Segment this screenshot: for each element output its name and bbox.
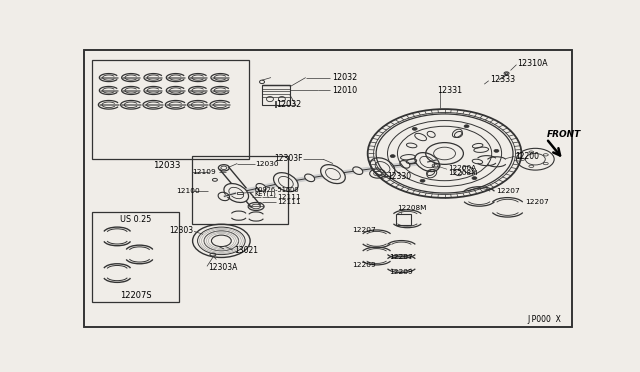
Text: 12010: 12010 — [332, 86, 357, 95]
Text: 12303F: 12303F — [274, 154, 302, 163]
Ellipse shape — [415, 153, 440, 171]
Text: J P000  X: J P000 X — [527, 315, 561, 324]
Text: 12030: 12030 — [255, 160, 279, 167]
Text: 12333: 12333 — [490, 75, 515, 84]
Text: 12111: 12111 — [277, 194, 301, 200]
Ellipse shape — [321, 165, 345, 183]
Circle shape — [472, 177, 477, 180]
Text: 12330: 12330 — [388, 172, 412, 181]
Circle shape — [390, 155, 395, 157]
Bar — [92, 60, 249, 159]
Ellipse shape — [305, 174, 315, 182]
Text: 13021: 13021 — [234, 246, 258, 255]
Text: 12208M: 12208M — [448, 170, 477, 176]
Text: 12207: 12207 — [497, 188, 520, 194]
Text: 12208M: 12208M — [397, 205, 427, 211]
Ellipse shape — [400, 161, 410, 168]
Bar — [92, 212, 179, 302]
Text: 12032: 12032 — [332, 73, 357, 82]
Text: 12303A: 12303A — [208, 263, 237, 272]
Text: 12303: 12303 — [169, 226, 193, 235]
Ellipse shape — [371, 158, 395, 177]
Text: 12109: 12109 — [192, 169, 216, 175]
Ellipse shape — [353, 167, 363, 174]
Text: 12033: 12033 — [153, 161, 180, 170]
Bar — [237, 192, 243, 194]
Bar — [262, 85, 290, 105]
Ellipse shape — [256, 183, 266, 191]
Text: 12209: 12209 — [390, 269, 413, 275]
Text: FRONT: FRONT — [547, 129, 582, 138]
Text: 00926-51600: 00926-51600 — [255, 187, 300, 193]
Text: 12200A: 12200A — [448, 166, 476, 171]
Circle shape — [494, 150, 499, 152]
Circle shape — [412, 128, 417, 130]
Text: US 0.25: US 0.25 — [120, 215, 151, 224]
Text: 12310A: 12310A — [518, 59, 548, 68]
Circle shape — [420, 179, 425, 182]
Bar — [191, 156, 289, 224]
Bar — [396, 215, 412, 225]
Text: 12200: 12200 — [515, 152, 540, 161]
Text: 12111: 12111 — [277, 199, 301, 205]
Text: 12207: 12207 — [390, 254, 413, 260]
Text: 12207S: 12207S — [120, 291, 152, 300]
Circle shape — [464, 125, 469, 128]
Ellipse shape — [224, 183, 248, 202]
Text: KEY(1): KEY(1) — [255, 191, 276, 198]
Text: 12209: 12209 — [352, 262, 376, 268]
Text: 12100: 12100 — [176, 188, 200, 194]
Text: 12207: 12207 — [525, 199, 549, 205]
Text: 12331: 12331 — [437, 86, 462, 95]
Text: 12207: 12207 — [352, 227, 376, 233]
Ellipse shape — [273, 173, 298, 192]
Text: 12032: 12032 — [276, 100, 301, 109]
